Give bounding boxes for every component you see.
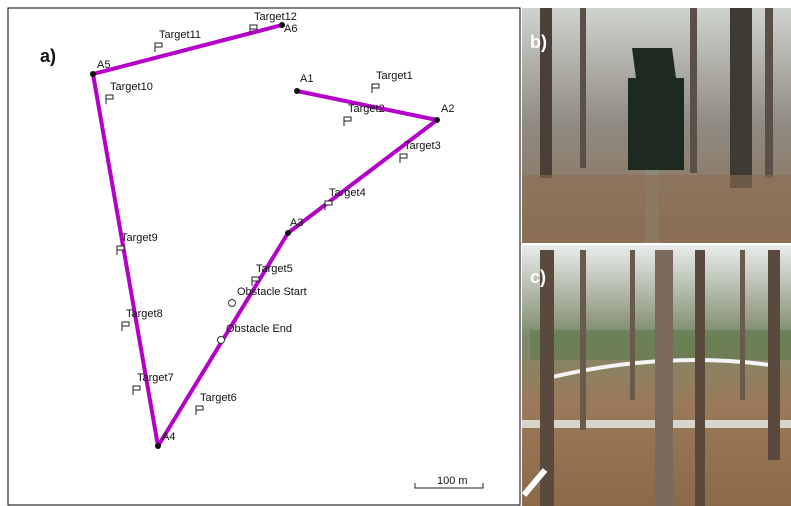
target-label: Target3 bbox=[404, 140, 441, 152]
waypoint-label: A1 bbox=[300, 73, 313, 85]
map-panel bbox=[8, 8, 520, 505]
figure: A1 A2 A3 A4 A5 A6 Target1 Target2 Target3 Target4… bbox=[0, 0, 791, 506]
target-label: Target2 bbox=[348, 103, 385, 115]
photo-c bbox=[522, 245, 791, 506]
waypoint-label: A2 bbox=[441, 103, 454, 115]
obstacle-marker bbox=[218, 337, 225, 344]
target-label: Target4 bbox=[329, 187, 366, 199]
scale-label: 100 m bbox=[437, 475, 468, 487]
target-label: Target8 bbox=[126, 308, 163, 320]
waypoint bbox=[155, 443, 161, 449]
waypoint-label: A3 bbox=[290, 217, 303, 229]
panel-label: c) bbox=[530, 267, 546, 287]
target-label: Target10 bbox=[110, 81, 153, 93]
panel-label: b) bbox=[530, 32, 547, 52]
target-label: Target5 bbox=[256, 263, 293, 275]
waypoint-label: A5 bbox=[97, 59, 110, 71]
target-label: Target1 bbox=[376, 70, 413, 82]
waypoint bbox=[90, 71, 96, 77]
target-label: Target9 bbox=[121, 232, 158, 244]
obstacle-label: Obstacle End bbox=[226, 323, 292, 335]
waypoint-label: A4 bbox=[162, 431, 175, 443]
target-label: Target6 bbox=[200, 392, 237, 404]
panel-label: a) bbox=[40, 46, 56, 66]
waypoint-label: A6 bbox=[284, 23, 297, 35]
obstacle-marker bbox=[229, 300, 236, 307]
target-label: Target7 bbox=[137, 372, 174, 384]
target-label: Target11 bbox=[159, 29, 201, 41]
waypoint bbox=[285, 230, 291, 236]
target-label: Target12 bbox=[254, 11, 297, 23]
obstacle-label: Obstacle Start bbox=[237, 286, 307, 298]
waypoint bbox=[434, 117, 440, 123]
photo-b bbox=[522, 8, 791, 243]
waypoint bbox=[294, 88, 300, 94]
